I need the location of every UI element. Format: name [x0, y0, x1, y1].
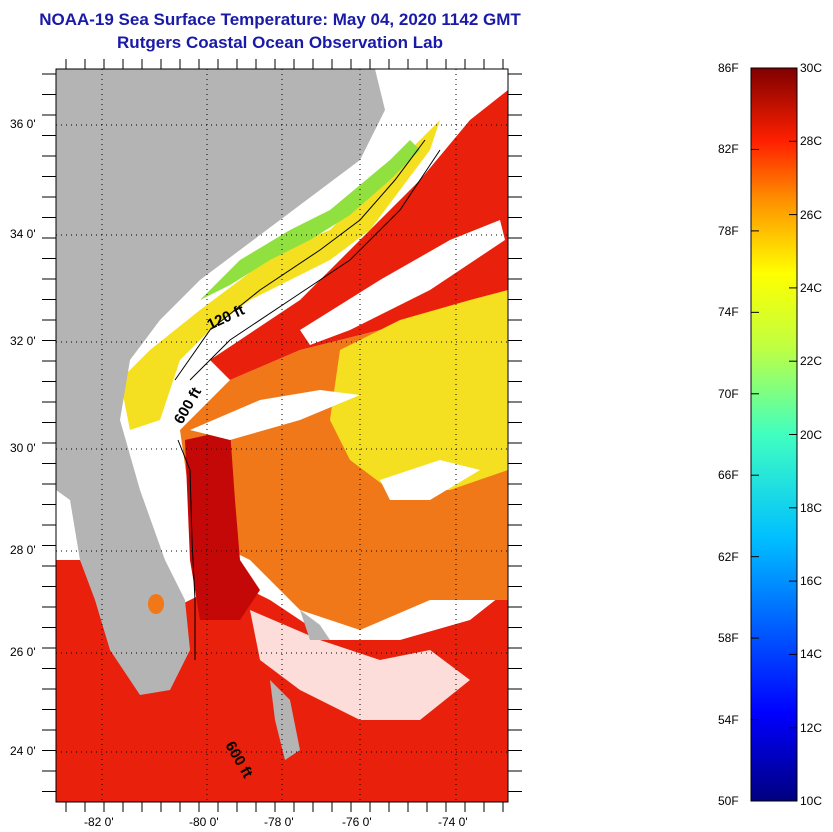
fahrenheit-label: 86F [718, 61, 739, 75]
fahrenheit-label: 58F [718, 631, 739, 646]
longitude-label: -82 0' [84, 815, 114, 829]
celsius-label: 30C [800, 61, 823, 75]
celsius-label: 22C [800, 354, 823, 369]
latitude-label: 28 0' [10, 543, 36, 557]
graticule [56, 69, 508, 802]
latitude-label: 34 0' [10, 227, 36, 241]
latitude-label: 24 0' [10, 744, 36, 758]
celsius-label: 24C [800, 280, 823, 295]
fahrenheit-label: 50F [718, 794, 739, 808]
map-field [56, 69, 508, 802]
map-subtitle: Rutgers Coastal Ocean Observation Lab [117, 33, 443, 52]
celsius-label: 12C [800, 720, 823, 735]
fahrenheit-label: 78F [718, 223, 739, 238]
celsius-label: 26C [800, 207, 823, 222]
colorbar-ticks [751, 67, 797, 802]
fahrenheit-label: 66F [718, 468, 739, 483]
latitude-label: 26 0' [10, 645, 36, 659]
longitude-label: -76 0' [342, 815, 372, 829]
latitude-label: 30 0' [10, 441, 36, 455]
latitude-label: 32 0' [10, 334, 36, 348]
fahrenheit-label: 54F [718, 712, 739, 727]
fahrenheit-label: 70F [718, 386, 739, 401]
longitude-label: -78 0' [264, 815, 294, 829]
fahrenheit-label: 82F [718, 142, 739, 157]
fahrenheit-label: 74F [718, 305, 739, 320]
latitude-label: 36 0' [10, 117, 36, 131]
colorbar [750, 67, 798, 802]
celsius-label: 14C [800, 647, 823, 662]
longitude-label: -74 0' [438, 815, 468, 829]
celsius-label: 16C [800, 574, 823, 589]
lat-ticks [42, 73, 522, 792]
longitude-label: -80 0' [189, 815, 219, 829]
lon-ticks [65, 59, 504, 812]
fahrenheit-label: 62F [718, 549, 739, 564]
map-title: NOAA-19 Sea Surface Temperature: May 04,… [39, 10, 521, 29]
celsius-label: 10C [800, 794, 823, 808]
celsius-label: 28C [800, 134, 823, 149]
celsius-label: 20C [800, 427, 823, 442]
celsius-label: 18C [800, 500, 823, 515]
